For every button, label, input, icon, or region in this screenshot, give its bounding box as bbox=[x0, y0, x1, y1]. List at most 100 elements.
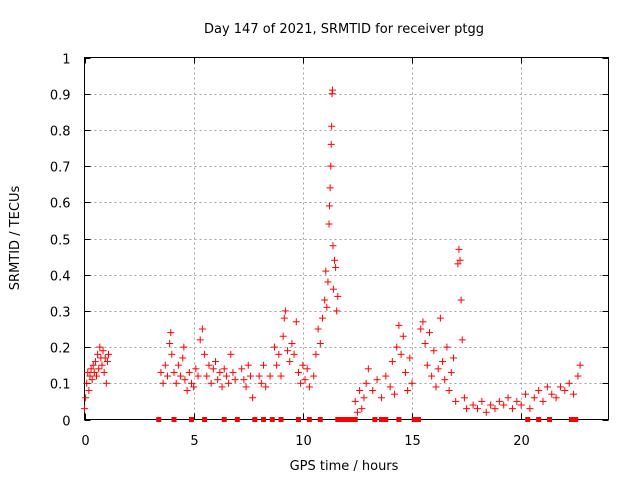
data-point bbox=[404, 387, 412, 395]
zero-value-point bbox=[269, 417, 275, 422]
data-point bbox=[321, 296, 329, 304]
data-point bbox=[574, 372, 582, 380]
data-point bbox=[508, 405, 516, 413]
zero-value-point bbox=[188, 417, 194, 422]
data-point bbox=[445, 387, 453, 395]
x-tick-label: 15 bbox=[404, 434, 421, 449]
data-point bbox=[284, 347, 292, 355]
data-point bbox=[229, 368, 237, 376]
data-points bbox=[81, 86, 584, 422]
data-point bbox=[290, 350, 298, 358]
data-point bbox=[428, 372, 436, 380]
data-point bbox=[487, 401, 495, 409]
data-point bbox=[353, 408, 361, 416]
data-point bbox=[364, 365, 372, 373]
x-tick-label: 10 bbox=[295, 434, 312, 449]
data-point bbox=[332, 263, 340, 271]
x-tick-label: 20 bbox=[513, 434, 530, 449]
axis-ticks: 00.10.20.30.40.50.60.70.80.910 5 10 15 20 bbox=[50, 53, 609, 449]
zero-value-point bbox=[536, 417, 542, 422]
data-point bbox=[312, 350, 320, 358]
y-tick-label: 0.6 bbox=[50, 197, 71, 212]
data-point bbox=[382, 372, 390, 380]
y-tick-label: 0 bbox=[62, 415, 70, 430]
data-point bbox=[172, 379, 180, 387]
zero-value-point bbox=[202, 417, 208, 422]
data-point bbox=[334, 292, 342, 300]
data-point bbox=[93, 372, 101, 380]
zero-value-point bbox=[344, 417, 349, 422]
data-point bbox=[86, 372, 94, 380]
data-point bbox=[303, 365, 311, 373]
data-point bbox=[255, 372, 263, 380]
data-point bbox=[327, 162, 335, 170]
data-point bbox=[388, 358, 396, 366]
data-point bbox=[565, 379, 573, 387]
data-point bbox=[397, 350, 405, 358]
data-point bbox=[281, 307, 289, 315]
zero-value-point bbox=[278, 417, 284, 422]
data-point bbox=[570, 390, 578, 398]
data-point bbox=[395, 321, 403, 329]
data-point bbox=[270, 343, 278, 351]
data-point bbox=[181, 376, 189, 384]
data-point bbox=[333, 307, 341, 315]
data-point bbox=[329, 285, 337, 293]
data-point bbox=[539, 397, 547, 405]
data-point bbox=[482, 408, 490, 416]
zero-value-point bbox=[306, 417, 312, 422]
data-point bbox=[500, 401, 508, 409]
data-point bbox=[360, 394, 368, 402]
zero-value-point bbox=[396, 417, 402, 422]
zero-value-point bbox=[416, 417, 422, 422]
data-point bbox=[85, 387, 93, 395]
data-point bbox=[87, 365, 95, 373]
data-point bbox=[325, 220, 333, 228]
data-point bbox=[82, 394, 90, 402]
data-point bbox=[84, 368, 92, 376]
y-tick-label: 0.9 bbox=[50, 89, 71, 104]
data-point bbox=[292, 318, 300, 326]
data-point bbox=[279, 332, 287, 340]
data-point bbox=[96, 343, 104, 351]
zero-value-point bbox=[573, 417, 579, 422]
data-point bbox=[386, 383, 394, 391]
data-point bbox=[225, 379, 233, 387]
data-point bbox=[218, 383, 226, 391]
data-point bbox=[266, 372, 274, 380]
zero-value-point bbox=[547, 417, 553, 422]
data-point bbox=[305, 383, 313, 391]
data-point bbox=[190, 383, 198, 391]
data-point bbox=[90, 368, 98, 376]
data-point bbox=[94, 350, 102, 358]
x-axis-label: GPS time / hours bbox=[290, 459, 399, 474]
data-point bbox=[434, 365, 442, 373]
data-point bbox=[163, 372, 171, 380]
data-point bbox=[294, 368, 302, 376]
data-point bbox=[322, 267, 330, 275]
data-point bbox=[288, 339, 296, 347]
zero-value-point bbox=[352, 417, 358, 422]
data-point bbox=[185, 368, 193, 376]
data-point bbox=[105, 350, 113, 358]
data-point bbox=[455, 245, 463, 253]
data-point bbox=[406, 354, 414, 362]
data-point bbox=[273, 361, 281, 369]
data-point bbox=[469, 401, 477, 409]
data-point bbox=[81, 405, 88, 413]
data-point bbox=[513, 397, 521, 405]
zero-value-point bbox=[378, 417, 384, 422]
data-point bbox=[329, 242, 337, 250]
data-point bbox=[328, 122, 336, 130]
chart-title: Day 147 of 2021, SRMTID for receiver ptg… bbox=[204, 22, 484, 37]
data-point bbox=[220, 365, 228, 373]
data-point bbox=[393, 343, 401, 351]
data-point bbox=[91, 358, 99, 366]
zero-value-point bbox=[335, 417, 341, 422]
data-point bbox=[377, 394, 385, 402]
y-tick-label: 0.1 bbox=[50, 378, 71, 393]
x-tick-label: 5 bbox=[190, 434, 198, 449]
data-point bbox=[170, 368, 178, 376]
data-point bbox=[180, 343, 188, 351]
data-point bbox=[262, 383, 270, 391]
